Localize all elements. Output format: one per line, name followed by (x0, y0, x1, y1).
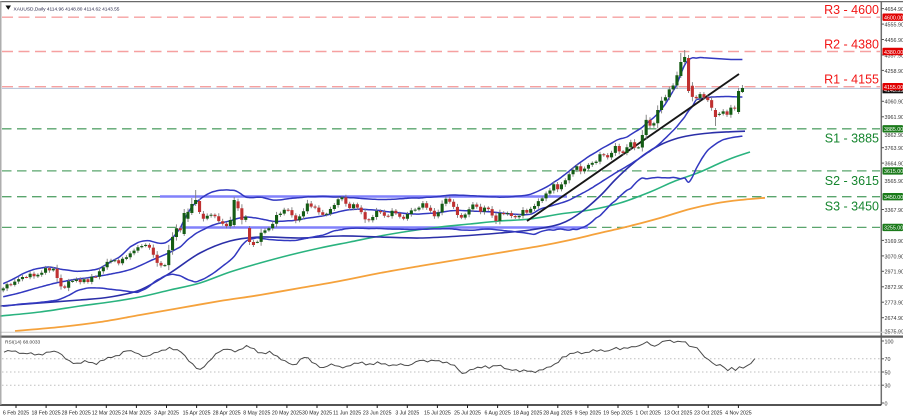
svg-text:S3 - 3450: S3 - 3450 (825, 200, 879, 214)
svg-text:13 Oct 2025: 13 Oct 2025 (664, 411, 692, 417)
svg-text:6 Feb 2025: 6 Feb 2025 (3, 411, 29, 417)
svg-text:3565.90: 3565.90 (885, 179, 903, 185)
svg-text:2971.90: 2971.90 (885, 270, 903, 276)
svg-text:20 May 2025: 20 May 2025 (272, 411, 302, 417)
svg-text:3367.90: 3367.90 (885, 208, 903, 214)
svg-text:70: 70 (885, 357, 891, 363)
svg-text:11 Jun 2025: 11 Jun 2025 (333, 411, 361, 417)
svg-text:4155.00: 4155.00 (884, 85, 903, 91)
svg-text:23 Jun 2025: 23 Jun 2025 (363, 411, 392, 417)
svg-text:6 Aug 2025: 6 Aug 2025 (484, 411, 510, 417)
svg-text:4060.90: 4060.90 (885, 100, 903, 106)
svg-text:4555.90: 4555.90 (885, 23, 903, 29)
svg-text:4654.90: 4654.90 (885, 7, 903, 13)
svg-text:50: 50 (885, 370, 891, 376)
svg-text:3450.00: 3450.00 (884, 195, 903, 201)
svg-text:1 Oct 2025: 1 Oct 2025 (635, 411, 660, 417)
svg-text:RSI(14) 68.0033: RSI(14) 68.0033 (5, 340, 41, 346)
svg-text:4380.00: 4380.00 (884, 50, 903, 56)
svg-text:3169.90: 3169.90 (885, 239, 903, 245)
svg-text:0: 0 (885, 401, 888, 407)
svg-text:23 Oct 2025: 23 Oct 2025 (694, 411, 722, 417)
svg-text:15 Apr 2025: 15 Apr 2025 (183, 411, 211, 417)
svg-text:R1 - 4155: R1 - 4155 (824, 73, 879, 87)
svg-text:30 May 2025: 30 May 2025 (302, 411, 332, 417)
svg-text:25 Jul 2025: 25 Jul 2025 (454, 411, 481, 417)
svg-text:24 Mar 2025: 24 Mar 2025 (122, 411, 151, 417)
svg-text:S2 - 3615: S2 - 3615 (825, 174, 879, 188)
svg-text:18 Aug 2025: 18 Aug 2025 (513, 411, 542, 417)
svg-text:R3 - 4600: R3 - 4600 (824, 3, 879, 17)
svg-text:4 Nov 2025: 4 Nov 2025 (725, 411, 752, 417)
svg-text:30: 30 (885, 384, 891, 390)
svg-text:S1 - 3885: S1 - 3885 (825, 132, 879, 146)
svg-text:18 Feb 2025: 18 Feb 2025 (32, 411, 61, 417)
svg-text:4258.90: 4258.90 (885, 69, 903, 75)
svg-text:3862.90: 3862.90 (885, 133, 903, 139)
svg-text:3664.90: 3664.90 (885, 162, 903, 168)
svg-text:19 Sep 2025: 19 Sep 2025 (603, 411, 633, 417)
svg-text:3 Apr 2025: 3 Apr 2025 (154, 411, 179, 417)
svg-text:R2 - 4380: R2 - 4380 (824, 38, 879, 52)
svg-text:15 Jul 2025: 15 Jul 2025 (424, 411, 451, 417)
svg-text:9 Sep 2025: 9 Sep 2025 (575, 411, 602, 417)
svg-text:XAUUSD,Daily 4114.96 4148.80: XAUUSD,Daily 4114.96 4148.80 4114.62 414… (14, 7, 120, 13)
svg-text:28 Apr 2025: 28 Apr 2025 (213, 411, 241, 417)
svg-text:3070.90: 3070.90 (885, 254, 903, 260)
svg-text:3255.00: 3255.00 (884, 226, 903, 232)
svg-text:2674.90: 2674.90 (885, 316, 903, 322)
svg-text:2872.90: 2872.90 (885, 285, 903, 291)
svg-text:3961.90: 3961.90 (885, 115, 903, 121)
svg-text:12 Mar 2025: 12 Mar 2025 (92, 411, 121, 417)
svg-text:4600.00: 4600.00 (884, 16, 903, 22)
svg-text:100: 100 (885, 339, 894, 345)
svg-text:3885.00: 3885.00 (884, 127, 903, 133)
svg-text:2773.90: 2773.90 (885, 301, 903, 307)
svg-text:4357.90: 4357.90 (885, 53, 903, 59)
svg-text:8 May 2025: 8 May 2025 (243, 411, 270, 417)
svg-text:28 Feb 2025: 28 Feb 2025 (62, 411, 91, 417)
svg-text:4143.55: 4143.55 (884, 88, 903, 94)
svg-text:4456.90: 4456.90 (885, 38, 903, 44)
svg-text:28 Aug 2025: 28 Aug 2025 (543, 411, 572, 417)
svg-text:3615.00: 3615.00 (884, 169, 903, 175)
svg-text:3763.90: 3763.90 (885, 146, 903, 152)
svg-text:3 Jul 2025: 3 Jul 2025 (395, 411, 419, 417)
